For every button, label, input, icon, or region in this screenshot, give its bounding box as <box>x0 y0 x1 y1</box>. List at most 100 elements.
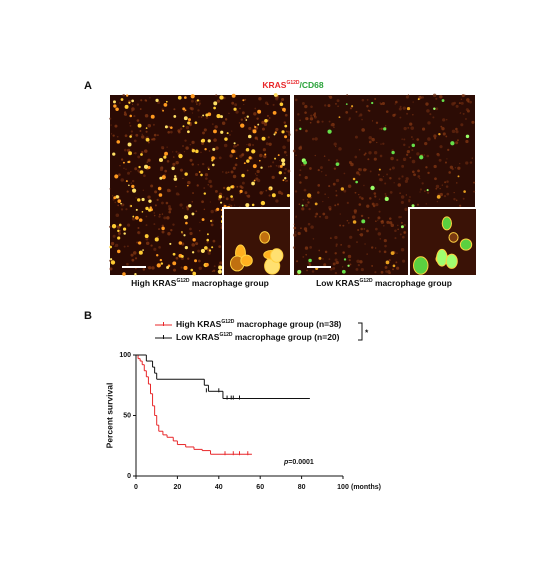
stained-cell <box>120 98 124 101</box>
legend-superscript: G12D <box>219 332 232 338</box>
tissue-speck <box>387 270 391 274</box>
tissue-speck <box>399 233 402 236</box>
tissue-speck <box>377 216 381 220</box>
tissue-speck <box>442 118 446 122</box>
tissue-speck <box>198 266 202 270</box>
tissue-speck <box>123 148 127 152</box>
tissue-speck <box>471 157 473 159</box>
tissue-speck <box>183 110 186 113</box>
tissue-speck <box>396 266 400 270</box>
tissue-speck <box>361 98 365 102</box>
tissue-speck <box>179 203 183 207</box>
stained-cell <box>308 258 312 263</box>
tissue-speck <box>469 100 472 104</box>
stained-cell <box>230 185 234 189</box>
tissue-speck <box>267 165 270 168</box>
y-tick-label: 100 <box>119 352 131 359</box>
tissue-speck <box>389 191 393 194</box>
tissue-speck <box>345 110 349 114</box>
tissue-speck <box>120 178 124 182</box>
stained-cell <box>278 171 282 175</box>
stained-cell <box>219 95 224 100</box>
micrographs <box>108 93 478 277</box>
stained-cell <box>182 107 186 111</box>
tissue-speck <box>416 203 419 206</box>
stained-cell <box>174 175 177 178</box>
tissue-speck <box>109 188 111 190</box>
stained-cell <box>318 256 322 260</box>
tissue-speck <box>179 168 184 172</box>
tissue-speck <box>179 127 183 131</box>
stained-cell <box>129 114 133 118</box>
tissue-speck <box>405 177 409 181</box>
tissue-speck <box>366 204 370 208</box>
stained-cell <box>141 197 145 202</box>
tissue-speck <box>231 130 233 132</box>
stained-cell <box>154 237 159 242</box>
tissue-speck <box>332 262 336 266</box>
tissue-speck <box>232 166 236 170</box>
tissue-speck <box>196 103 198 105</box>
tissue-speck <box>449 165 453 169</box>
tissue-speck <box>397 183 402 187</box>
tissue-speck <box>281 98 285 102</box>
tissue-speck <box>211 270 214 273</box>
tissue-speck <box>246 169 249 172</box>
tissue-speck <box>223 96 226 100</box>
tissue-speck <box>455 130 459 134</box>
tissue-speck <box>363 228 366 230</box>
tissue-speck <box>434 177 437 181</box>
tissue-speck <box>115 243 119 248</box>
tissue-speck <box>317 191 320 194</box>
tissue-speck <box>409 122 413 126</box>
tissue-speck <box>369 197 372 200</box>
stained-cell <box>274 131 277 134</box>
tissue-speck <box>335 260 339 265</box>
tissue-speck <box>283 172 286 175</box>
tissue-speck <box>399 105 402 108</box>
tissue-speck <box>284 113 288 117</box>
title-part: KRAS <box>262 80 286 90</box>
tissue-speck <box>208 150 211 152</box>
tissue-speck <box>427 171 430 175</box>
tissue-speck <box>197 109 200 112</box>
stained-cell <box>162 109 164 112</box>
tissue-speck <box>314 154 316 157</box>
tissue-speck <box>310 225 314 229</box>
stained-cell <box>463 190 466 193</box>
tissue-speck <box>146 161 149 163</box>
tissue-speck <box>335 245 338 247</box>
stained-cell <box>116 140 121 144</box>
tissue-speck <box>180 256 184 261</box>
stained-cell <box>327 129 332 134</box>
tissue-speck <box>386 173 388 176</box>
tissue-speck <box>459 162 461 165</box>
tissue-speck <box>427 121 431 125</box>
tissue-speck <box>441 127 445 131</box>
stained-cell <box>279 165 283 168</box>
tissue-speck <box>461 93 465 98</box>
tissue-speck <box>342 224 345 227</box>
tissue-speck <box>377 232 382 236</box>
stained-cell <box>124 104 129 109</box>
tissue-speck <box>158 213 161 216</box>
stained-cell <box>131 99 134 103</box>
tissue-speck <box>455 127 458 131</box>
tissue-speck <box>329 237 332 240</box>
stained-cell <box>200 248 205 253</box>
tissue-speck <box>261 120 265 125</box>
stained-cell <box>341 269 346 274</box>
tissue-speck <box>409 196 411 198</box>
tissue-speck <box>377 219 379 221</box>
tissue-speck <box>247 194 251 198</box>
stained-cell <box>411 143 415 148</box>
stained-cell <box>208 249 212 252</box>
tissue-speck <box>167 232 171 236</box>
stained-cell <box>436 195 441 199</box>
tissue-speck <box>175 150 178 153</box>
tissue-speck <box>254 173 257 175</box>
tissue-speck <box>298 203 301 206</box>
tissue-speck <box>262 191 264 193</box>
tissue-speck <box>320 170 323 173</box>
stained-cell <box>220 130 224 134</box>
